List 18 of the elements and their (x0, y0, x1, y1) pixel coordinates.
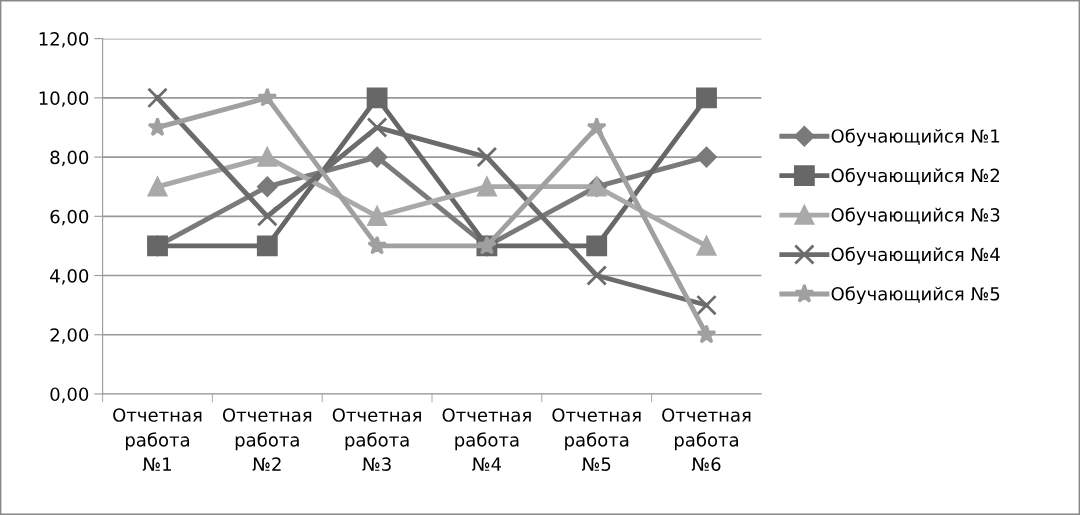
legend-label: Обучающийся №3 (831, 207, 1000, 226)
y-tick-label: 6,00 (50, 209, 89, 226)
x-tick-label: Отчетная работа №6 (662, 408, 751, 471)
y-tick-label: 8,00 (50, 150, 89, 167)
legend-label: Обучающийся №4 (831, 246, 1000, 265)
y-tick-label: 2,00 (50, 328, 89, 344)
y-tick-label: 4,00 (50, 268, 89, 285)
legend-label: Обучающийся №1 (831, 128, 1000, 147)
x-tick-label: Отчетная работа №2 (222, 408, 312, 471)
legend-label: Обучающийся №2 (831, 167, 999, 186)
x-tick-label: Отчетная работа №1 (113, 408, 202, 471)
y-tick-label: 12,00 (39, 32, 89, 48)
x-tick-label: Отчетная работа №4 (442, 408, 531, 471)
legend-label: Обучающийся №5 (831, 286, 1000, 305)
x-tick-label: Отчетная работа №3 (332, 408, 421, 471)
y-tick-label: 10,00 (39, 91, 89, 107)
y-tick-label: 0,00 (50, 387, 89, 403)
x-tick-label: Отчетная работа №5 (552, 408, 641, 471)
